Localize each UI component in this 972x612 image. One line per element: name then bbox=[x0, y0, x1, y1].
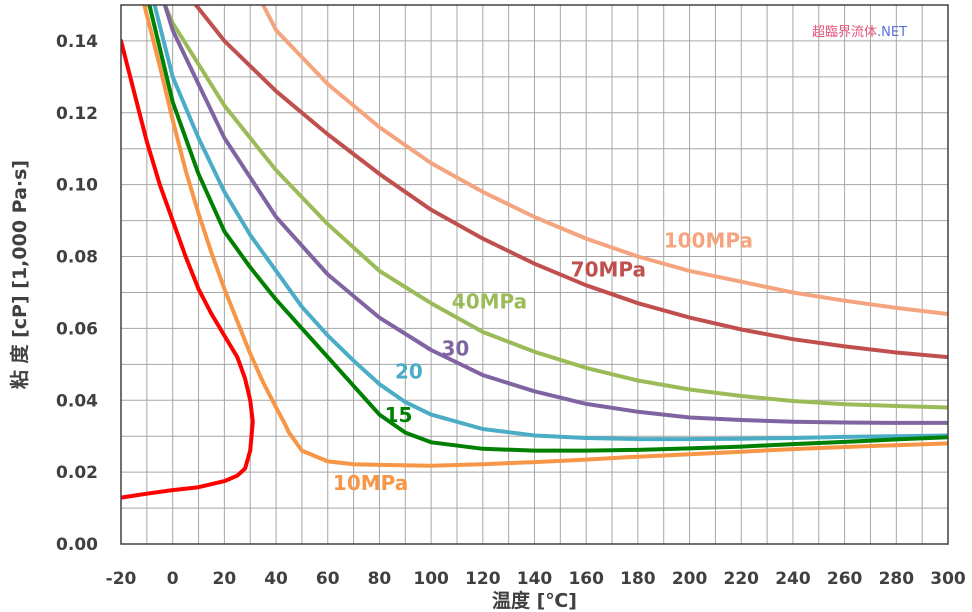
x-tick-label: -20 bbox=[106, 569, 137, 589]
y-tick-label: 0.10 bbox=[56, 176, 98, 196]
x-tick-label: 200 bbox=[672, 569, 708, 589]
series-label: 70MPa bbox=[571, 257, 646, 281]
x-tick-label: 260 bbox=[827, 569, 863, 589]
series-label: 30 bbox=[441, 336, 469, 360]
x-tick-label: 120 bbox=[465, 569, 501, 589]
y-axis-title: 粘 度 [cP] [1,000 Pa·s] bbox=[8, 160, 31, 389]
x-tick-label: 280 bbox=[879, 569, 915, 589]
x-axis-title: 温度 [℃] bbox=[492, 589, 577, 612]
series-label: 40MPa bbox=[452, 290, 527, 314]
series-line bbox=[147, 5, 948, 453]
x-tick-label: 0 bbox=[167, 569, 179, 589]
series-line bbox=[261, 5, 948, 316]
x-tick-label: 140 bbox=[517, 569, 553, 589]
x-tick-label: 300 bbox=[930, 569, 966, 589]
x-tick-label: 180 bbox=[620, 569, 656, 589]
x-tick-label: 100 bbox=[413, 569, 449, 589]
y-tick-label: 0.12 bbox=[56, 104, 98, 124]
y-tick-label: 0.08 bbox=[56, 248, 98, 268]
x-tick-label: 60 bbox=[316, 569, 340, 589]
x-tick-label: 20 bbox=[213, 569, 237, 589]
series-label: 100MPa bbox=[664, 229, 753, 253]
y-tick-labels: 0.00 0.02 0.04 0.06 0.08 0.10 0.12 0.14 bbox=[56, 32, 98, 555]
series-line bbox=[162, 5, 948, 425]
x-tick-label: 80 bbox=[368, 569, 392, 589]
y-tick-label: 0.06 bbox=[56, 319, 98, 339]
series-label: 20 bbox=[395, 360, 423, 384]
x-tick-label: 40 bbox=[264, 569, 288, 589]
y-tick-label: 0.02 bbox=[56, 463, 98, 483]
series-layer bbox=[121, 5, 948, 500]
watermark-part-1: 超臨界流体 bbox=[812, 25, 877, 40]
series-line bbox=[152, 5, 948, 442]
x-tick-label: 220 bbox=[724, 569, 760, 589]
series-label: 15 bbox=[385, 403, 413, 427]
watermark: 超臨界流体.NET bbox=[812, 25, 907, 40]
y-tick-label: 0.04 bbox=[56, 391, 98, 411]
series-line bbox=[142, 5, 948, 468]
series-line bbox=[193, 5, 948, 360]
x-tick-label: 160 bbox=[568, 569, 604, 589]
x-tick-labels: -20 0 20 40 60 80 100 120 140 160 180 200 220 240 260 2… bbox=[106, 569, 966, 589]
y-tick-label: 0.14 bbox=[56, 32, 98, 52]
series-line bbox=[162, 5, 948, 410]
series-labels: 10MPa 100MPa 70MPa 40MPa 30 20 15 bbox=[333, 229, 753, 496]
plot-frame bbox=[120, 4, 949, 545]
watermark-part-2: .NET bbox=[877, 25, 907, 40]
y-tick-label: 0.00 bbox=[56, 535, 98, 555]
series-line bbox=[121, 38, 255, 500]
series-label: 10MPa bbox=[333, 471, 408, 495]
x-tick-label: 240 bbox=[775, 569, 811, 589]
